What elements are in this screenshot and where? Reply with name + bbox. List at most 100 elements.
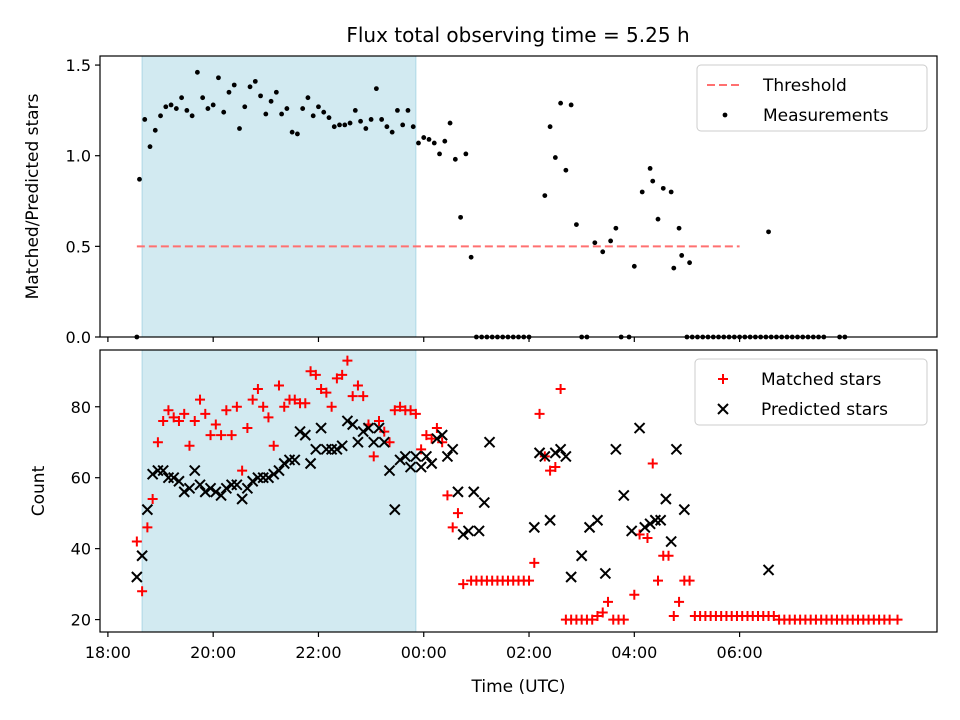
measurement-point	[205, 106, 211, 111]
predicted-point	[131, 571, 143, 583]
predicted-point	[610, 443, 622, 456]
legend-predicted-swatch	[717, 403, 729, 415]
plot-frame	[99, 349, 938, 633]
predicted-point	[204, 482, 217, 495]
predicted-point	[399, 450, 412, 463]
predicted-point	[452, 486, 464, 498]
predicted-point	[268, 468, 280, 480]
predicted-point	[141, 503, 154, 516]
legend-matched-swatch	[718, 374, 728, 384]
measurement-point	[671, 265, 677, 271]
measurement-point	[368, 117, 374, 122]
measurement-point	[463, 151, 469, 157]
measurement-point	[321, 109, 327, 115]
matched-point	[268, 440, 279, 451]
matched-point	[300, 398, 311, 409]
measurement-point	[252, 78, 258, 84]
predicted-point	[528, 521, 540, 534]
matched-point	[447, 522, 458, 533]
measurement-point	[379, 117, 385, 122]
measurement-point	[179, 95, 184, 101]
predicted-point	[189, 464, 201, 477]
matched-point	[768, 611, 779, 622]
measurement-point	[552, 155, 558, 160]
measurement-point	[284, 106, 290, 111]
measurement-point	[384, 124, 390, 130]
predicted-point	[241, 482, 254, 495]
predicted-point	[591, 514, 604, 526]
measurement-point	[168, 102, 174, 108]
predicted-point	[436, 429, 448, 441]
y-tick-label: 40	[71, 540, 91, 559]
matched-point	[437, 437, 448, 448]
matched-point	[310, 369, 321, 380]
measurement-point	[421, 135, 427, 140]
matched-point	[258, 401, 269, 412]
matched-point	[316, 384, 327, 395]
matched-point	[431, 423, 442, 434]
predicted-point	[341, 415, 354, 427]
predicted-point	[549, 447, 562, 459]
predicted-point	[146, 468, 159, 480]
measurement-point	[352, 107, 358, 113]
legend: Threshold Measurements	[696, 64, 928, 132]
measurement-point	[668, 189, 674, 195]
matched-point	[384, 437, 395, 448]
predicted-point	[299, 429, 312, 441]
predicted-point	[194, 479, 206, 491]
measurement-point	[231, 82, 237, 88]
matched-point	[421, 430, 432, 441]
x-tick-label: 18:00	[85, 643, 131, 662]
predicted-point	[468, 486, 480, 498]
measurement-point	[676, 225, 682, 231]
measurement-point	[216, 75, 221, 81]
measurement-point	[592, 240, 598, 246]
predicted-point	[554, 443, 567, 456]
matched-point	[416, 444, 427, 455]
measurement-point	[200, 95, 206, 101]
legend: Matched stars Predicted stars	[694, 358, 928, 426]
predicted-point	[199, 486, 211, 498]
measurement-point	[316, 104, 321, 110]
measurement-point	[221, 109, 227, 115]
measurement-point	[373, 86, 379, 92]
x-tick-label: 02:00	[506, 643, 552, 662]
y-tick-label: 20	[71, 611, 91, 630]
measurement-point	[600, 249, 606, 255]
measurement-point	[389, 129, 395, 135]
matched-point	[892, 614, 903, 625]
matched-point	[326, 401, 337, 412]
matched-point	[442, 490, 453, 501]
predicted-point	[246, 475, 259, 487]
measurement-point	[337, 122, 342, 128]
y-tick-label: 60	[71, 469, 91, 488]
matched-point	[368, 451, 379, 462]
matched-point	[405, 405, 416, 416]
measurement-point	[558, 100, 564, 106]
matched-point	[205, 430, 216, 441]
predicted-point	[273, 464, 285, 477]
measurement-point	[258, 93, 263, 99]
matched-point	[263, 412, 274, 423]
predicted-point	[383, 464, 396, 477]
matched-point	[647, 458, 658, 469]
predicted-point	[670, 443, 683, 456]
matched-point	[200, 408, 211, 419]
matched-point	[524, 575, 535, 586]
predicted-point	[654, 514, 667, 526]
y-tick-label: 1.0	[66, 147, 91, 166]
predicted-point	[394, 454, 406, 466]
measurement-point	[639, 189, 645, 195]
predicted-point	[533, 447, 546, 459]
matched-point	[216, 430, 227, 441]
measurement-point	[458, 214, 463, 220]
predicted-point	[639, 521, 651, 534]
measurement-point	[655, 216, 661, 222]
plot-frame	[99, 55, 938, 338]
y-axis-label: Count	[29, 465, 49, 516]
predicted-point	[431, 432, 443, 445]
predicted-point	[304, 457, 317, 470]
measurement-point	[210, 102, 216, 108]
measurement-point	[613, 225, 619, 231]
predicted-point	[544, 514, 556, 526]
